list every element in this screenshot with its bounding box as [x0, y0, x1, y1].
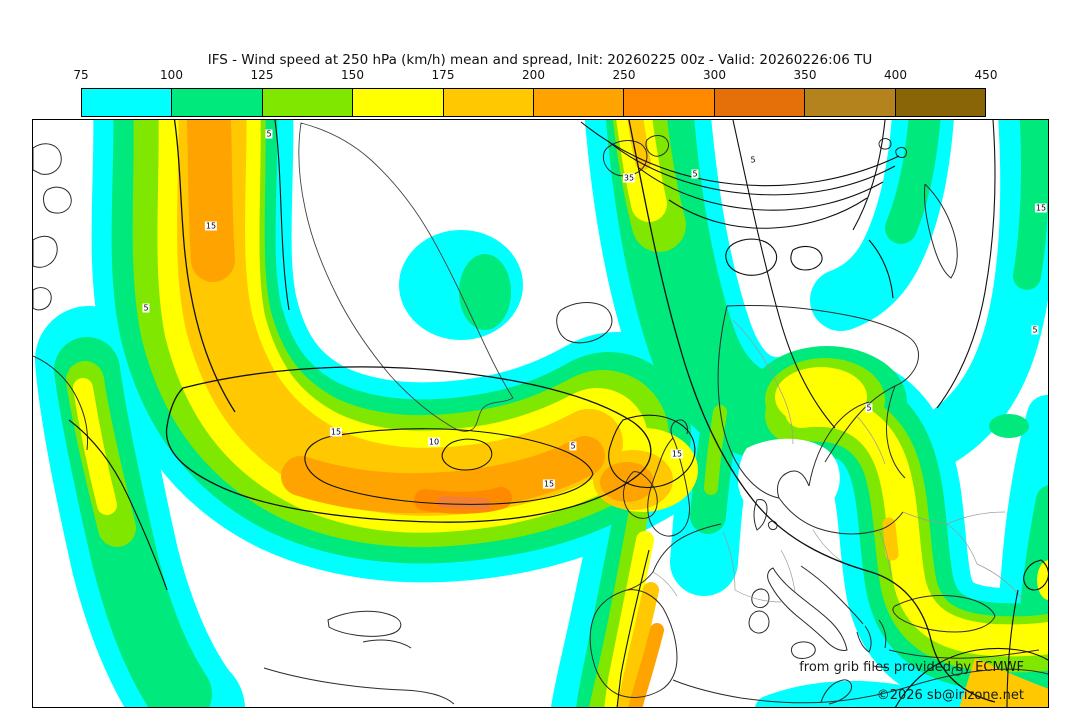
colorbar-tick: 125 — [250, 68, 274, 82]
colorbar-segment-350-400 — [805, 89, 896, 116]
colorbar-segment-150-175 — [353, 89, 444, 116]
spread-contour-label: 10 — [427, 437, 441, 447]
colorbar-segment-300-350 — [714, 89, 806, 116]
spread-contour-label: 15 — [204, 221, 218, 231]
colorbar-segment-75-100 — [82, 89, 173, 116]
country-borders-layer — [652, 319, 1024, 603]
colorbar-tick: 250 — [612, 68, 636, 82]
spread-contour-label: 15 — [329, 427, 343, 437]
colorbar-segment-200-250 — [534, 89, 625, 116]
colorbar-ticks: 75 100 125 150 175 200 250 300 350 400 450 — [73, 68, 997, 84]
colorbar — [81, 88, 986, 117]
spread-contour-label: 5 — [865, 403, 873, 413]
page-title: IFS - Wind speed at 250 hPa (km/h) mean … — [207, 52, 873, 68]
spread-contour-label: 5 — [749, 155, 757, 165]
colorbar-segment-175-200 — [443, 89, 535, 116]
colorbar-tick: 75 — [73, 68, 89, 82]
weather-map — [33, 120, 1048, 707]
colorbar-tick: 400 — [884, 68, 907, 82]
colorbar-segment-250-300 — [624, 89, 715, 116]
attribution-copyright: ©2026 sb@irizone.net — [876, 688, 1024, 703]
colorbar-tick: 200 — [522, 68, 545, 82]
spread-contour-label: 5 — [691, 169, 699, 179]
colorbar-tick: 175 — [431, 68, 455, 82]
colorbar-tick: 450 — [974, 68, 998, 82]
colorbar-tick: 150 — [341, 68, 364, 82]
colorbar-tick: 100 — [160, 68, 183, 82]
attribution-source: from grib files provided by ECMWF — [799, 660, 1024, 675]
colorbar-segment-125-150 — [262, 89, 354, 116]
spread-contour-label: 35 — [622, 173, 636, 183]
colorbar-tick: 300 — [703, 68, 726, 82]
colorbar-segment-400-450 — [895, 89, 986, 116]
colorbar-segment-100-125 — [172, 89, 263, 116]
spread-contour-label: 5 — [569, 441, 577, 451]
wind-speed-fill-layer — [35, 120, 1048, 707]
spread-contours-layer — [68, 120, 1048, 707]
spread-contour-label: 5 — [142, 303, 150, 313]
spread-contour-label: 15 — [542, 479, 556, 489]
spread-contour-label: 15 — [670, 449, 684, 459]
map-frame: 15 5 5 35 5 5 15 10 5 15 15 5 15 5 — [32, 119, 1049, 708]
colorbar-tick: 350 — [793, 68, 817, 82]
spread-contour-label: 5 — [1031, 325, 1039, 335]
spread-contour-label: 15 — [1034, 203, 1048, 213]
spread-contour-label: 5 — [265, 129, 273, 139]
attribution: from grib files provided by ECMWF ©2026 … — [799, 661, 1024, 703]
